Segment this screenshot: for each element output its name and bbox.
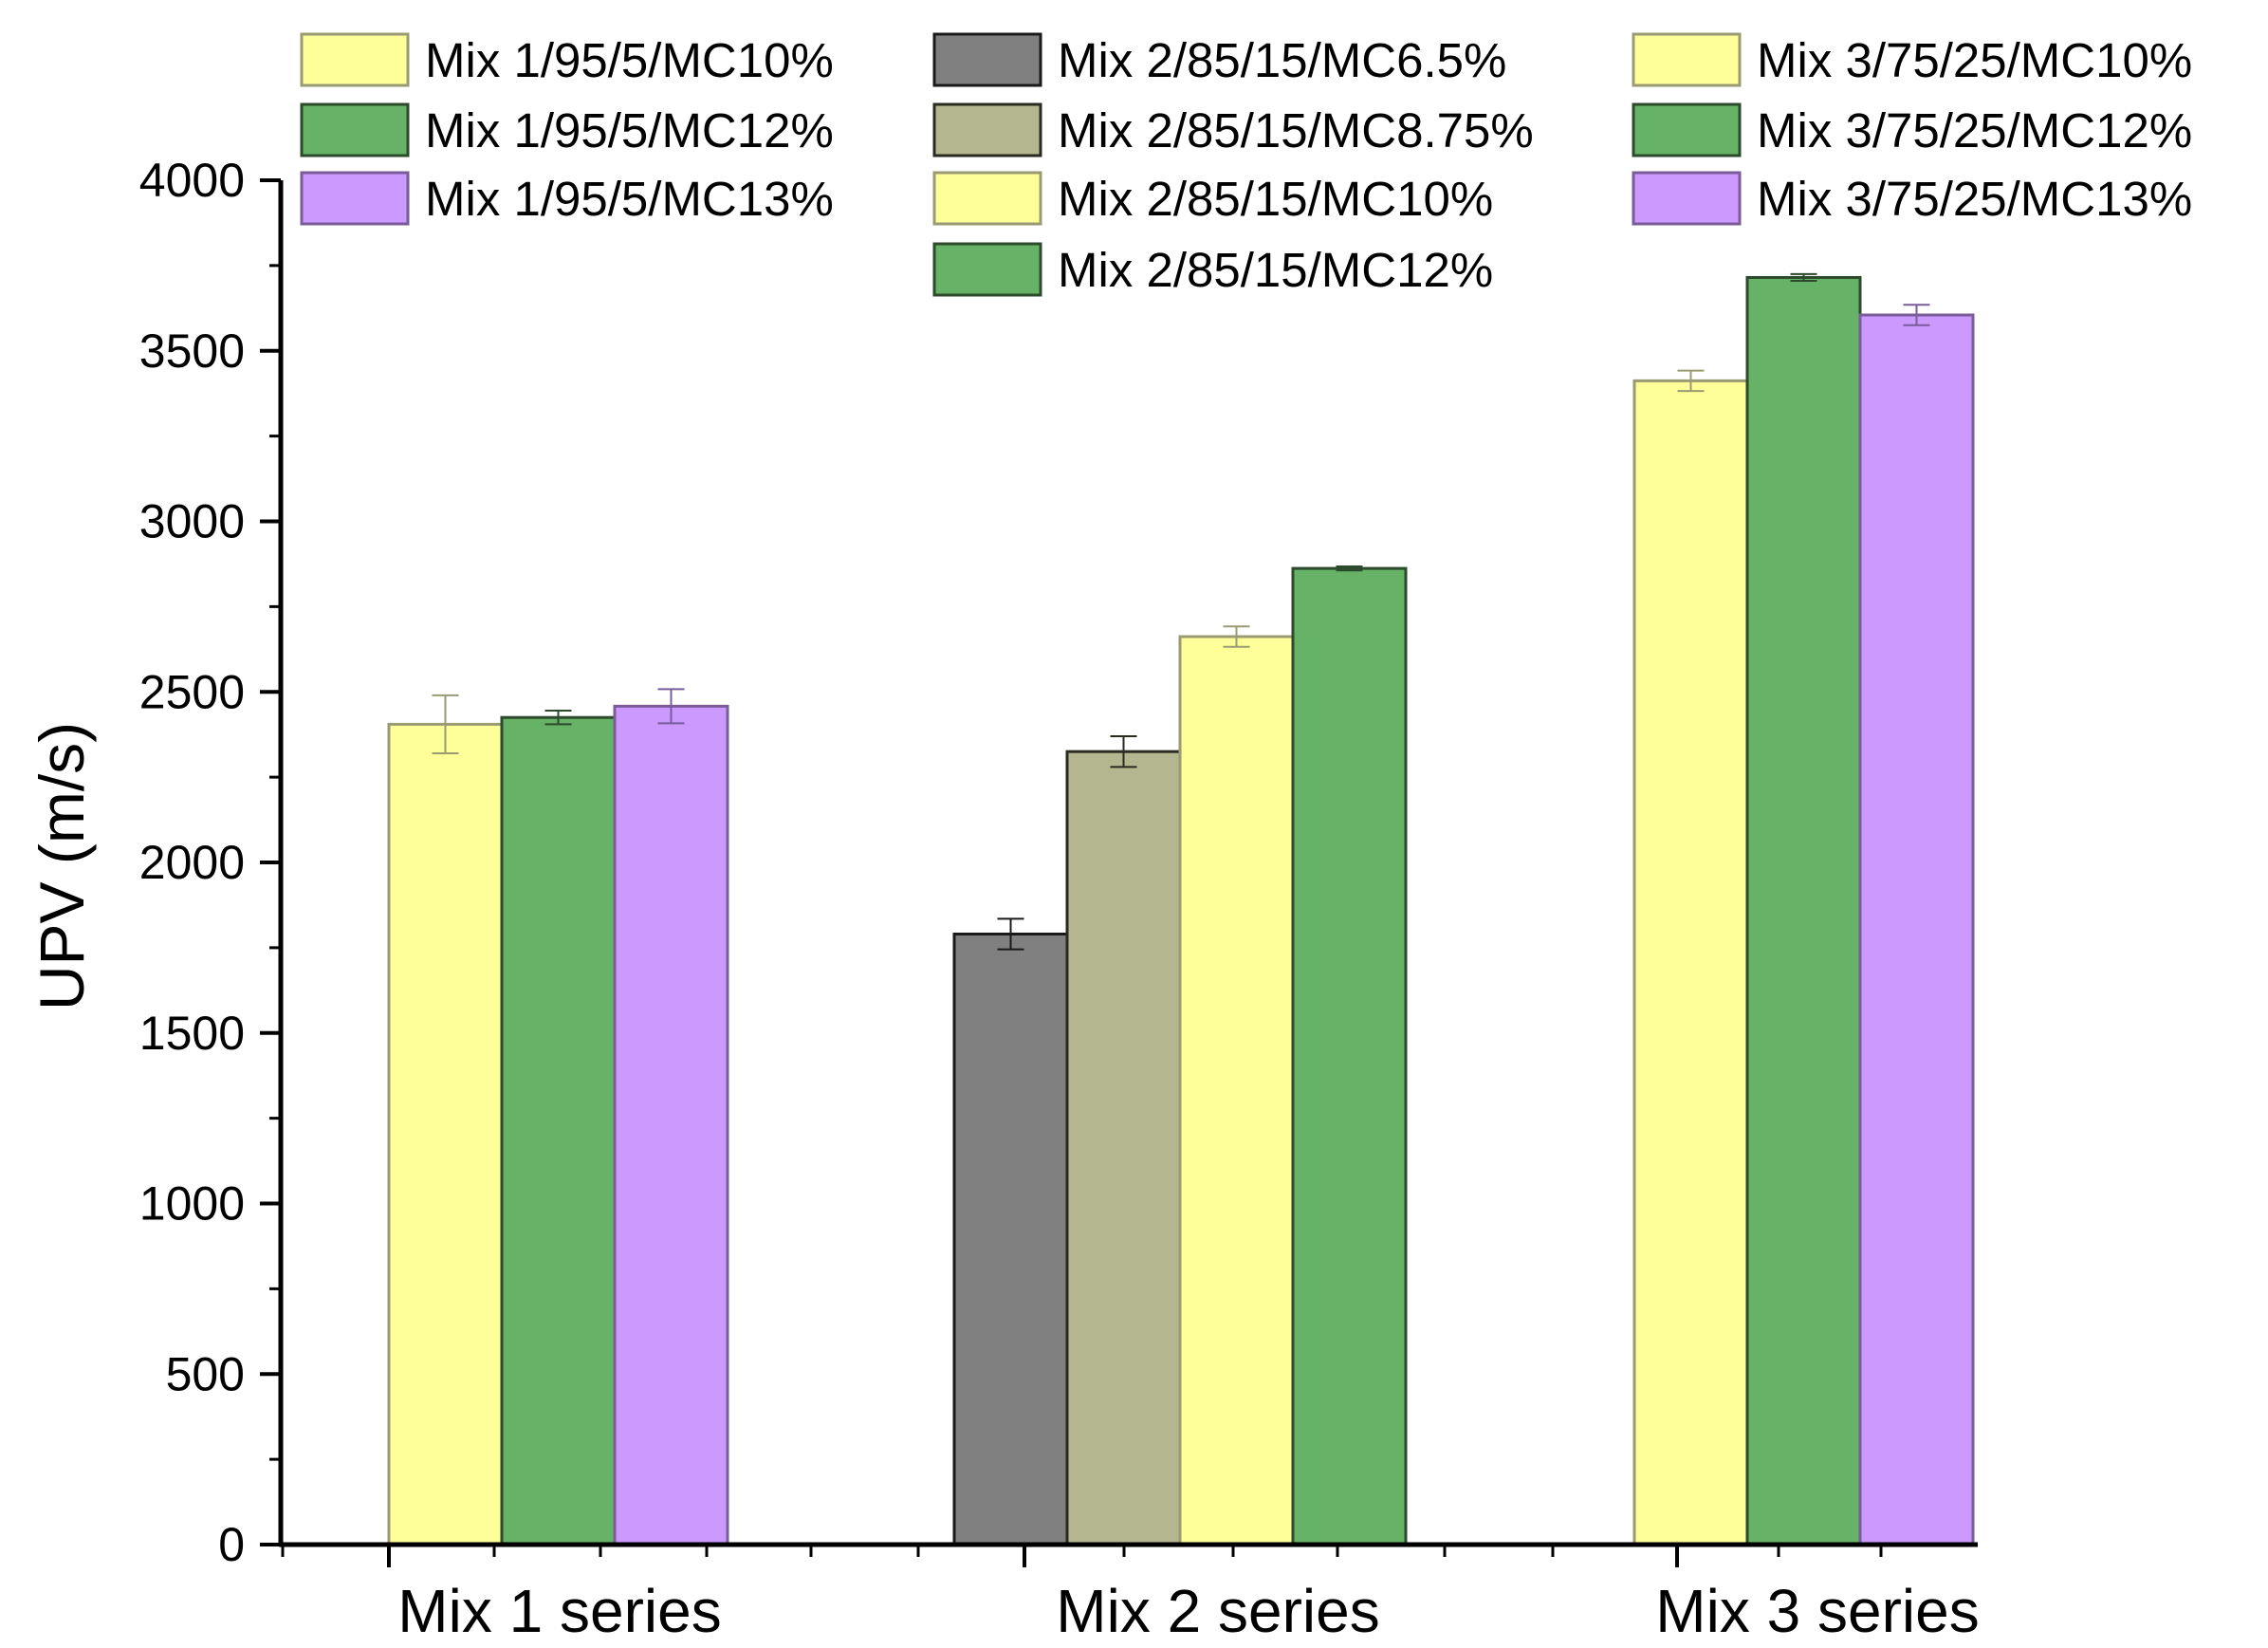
bars	[387, 275, 1975, 1546]
y-tick-label: 1000	[139, 1177, 245, 1231]
legend-label: Mix 3/75/25/MC10%	[1757, 33, 2192, 87]
bar	[1632, 379, 1749, 1546]
legend-swatch	[932, 102, 1042, 157]
y-tick-label: 0	[218, 1518, 245, 1571]
bar	[1291, 566, 1408, 1546]
y-tick-label: 2500	[139, 665, 245, 718]
axes: 0 500 1000 1500 2000 2500 3000 3500 4000 Mix 1 se…	[139, 154, 1980, 1645]
bar	[613, 704, 729, 1546]
legend-label: Mix 2/85/15/MC8.75%	[1058, 103, 1534, 157]
legend-label: Mix 3/75/25/MC12%	[1757, 103, 2192, 157]
legend-swatch	[932, 242, 1042, 297]
legend-label: Mix 3/75/25/MC13%	[1757, 172, 2192, 226]
y-tick-label: 2000	[139, 836, 245, 889]
y-tick-label: 3000	[139, 495, 245, 548]
legend-label: Mix 2/85/15/MC10%	[1058, 172, 1493, 226]
legend-swatch	[300, 171, 410, 226]
x-category-label: Mix 2 series	[1056, 1577, 1379, 1645]
bar	[387, 722, 504, 1546]
bar	[1178, 635, 1295, 1546]
y-tick-label: 500	[166, 1347, 245, 1400]
y-tick-label: 4000	[139, 154, 245, 207]
legend-label: Mix 2/85/15/MC12%	[1058, 243, 1493, 297]
y-tick-label: 1500	[139, 1007, 245, 1060]
legend: Mix 1/95/5/MC10% Mix 1/95/5/MC12% Mix 1/95…	[300, 32, 2192, 297]
legend-label: Mix 1/95/5/MC10%	[425, 33, 834, 87]
legend-swatch	[932, 32, 1042, 87]
legend-swatch	[1632, 102, 1742, 157]
y-tick-label: 3500	[139, 324, 245, 378]
legend-label: Mix 1/95/5/MC13%	[425, 172, 834, 226]
y-axis-title: UPV (m/s)	[27, 722, 97, 1010]
legend-label: Mix 1/95/5/MC12%	[425, 103, 834, 157]
legend-swatch	[1632, 171, 1742, 226]
bar	[500, 715, 617, 1546]
bar	[1858, 313, 1975, 1546]
error-bars	[432, 272, 1930, 951]
bar	[952, 932, 1069, 1546]
x-category-label: Mix 3 series	[1655, 1577, 1979, 1645]
x-category-label: Mix 1 series	[397, 1577, 721, 1645]
legend-swatch	[300, 32, 410, 87]
bar	[1745, 275, 1862, 1546]
legend-swatch	[300, 102, 410, 157]
legend-swatch	[932, 171, 1042, 226]
legend-label: Mix 2/85/15/MC6.5%	[1058, 33, 1506, 87]
bar	[1065, 750, 1182, 1546]
legend-swatch	[1632, 32, 1742, 87]
